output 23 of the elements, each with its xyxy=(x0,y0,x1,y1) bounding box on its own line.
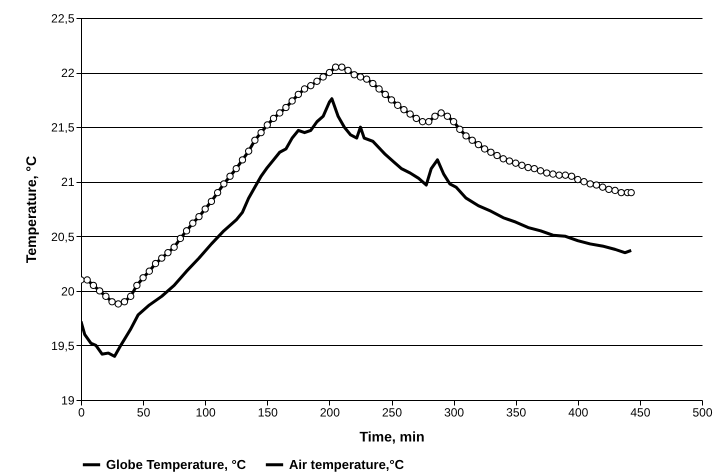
y-tick-label: 20 xyxy=(61,284,75,298)
x-tick-label: 50 xyxy=(136,406,151,420)
legend-label: Globe Temperature, °C xyxy=(106,456,247,472)
x-tick-label: 500 xyxy=(692,406,713,420)
x-tick-label: 300 xyxy=(444,406,464,420)
x-tick-label: 100 xyxy=(196,406,216,420)
y-tick-label: 19,5 xyxy=(51,338,75,353)
x-tick-label: 150 xyxy=(258,406,278,420)
legend-label: Air temperature,°C xyxy=(289,456,405,472)
y-tick-label: 20,5 xyxy=(51,230,75,244)
x-tick-label: 0 xyxy=(78,406,86,420)
x-tick-label: 450 xyxy=(630,406,651,420)
x-tick-label: 400 xyxy=(568,406,589,420)
x-tick-label: 200 xyxy=(320,406,340,420)
y-tick-label: 21 xyxy=(61,175,75,190)
y-tick-label: 22,5 xyxy=(51,12,75,26)
y-tick-label: 19 xyxy=(61,394,75,408)
y-tick-label: 21,5 xyxy=(51,120,75,135)
x-axis-title: Time, min xyxy=(359,428,425,444)
y-axis-title: Temperature, °C xyxy=(23,156,40,264)
x-tick-label: 350 xyxy=(506,406,527,420)
y-tick-label: 22 xyxy=(61,66,75,80)
x-tick-label: 250 xyxy=(382,406,402,420)
